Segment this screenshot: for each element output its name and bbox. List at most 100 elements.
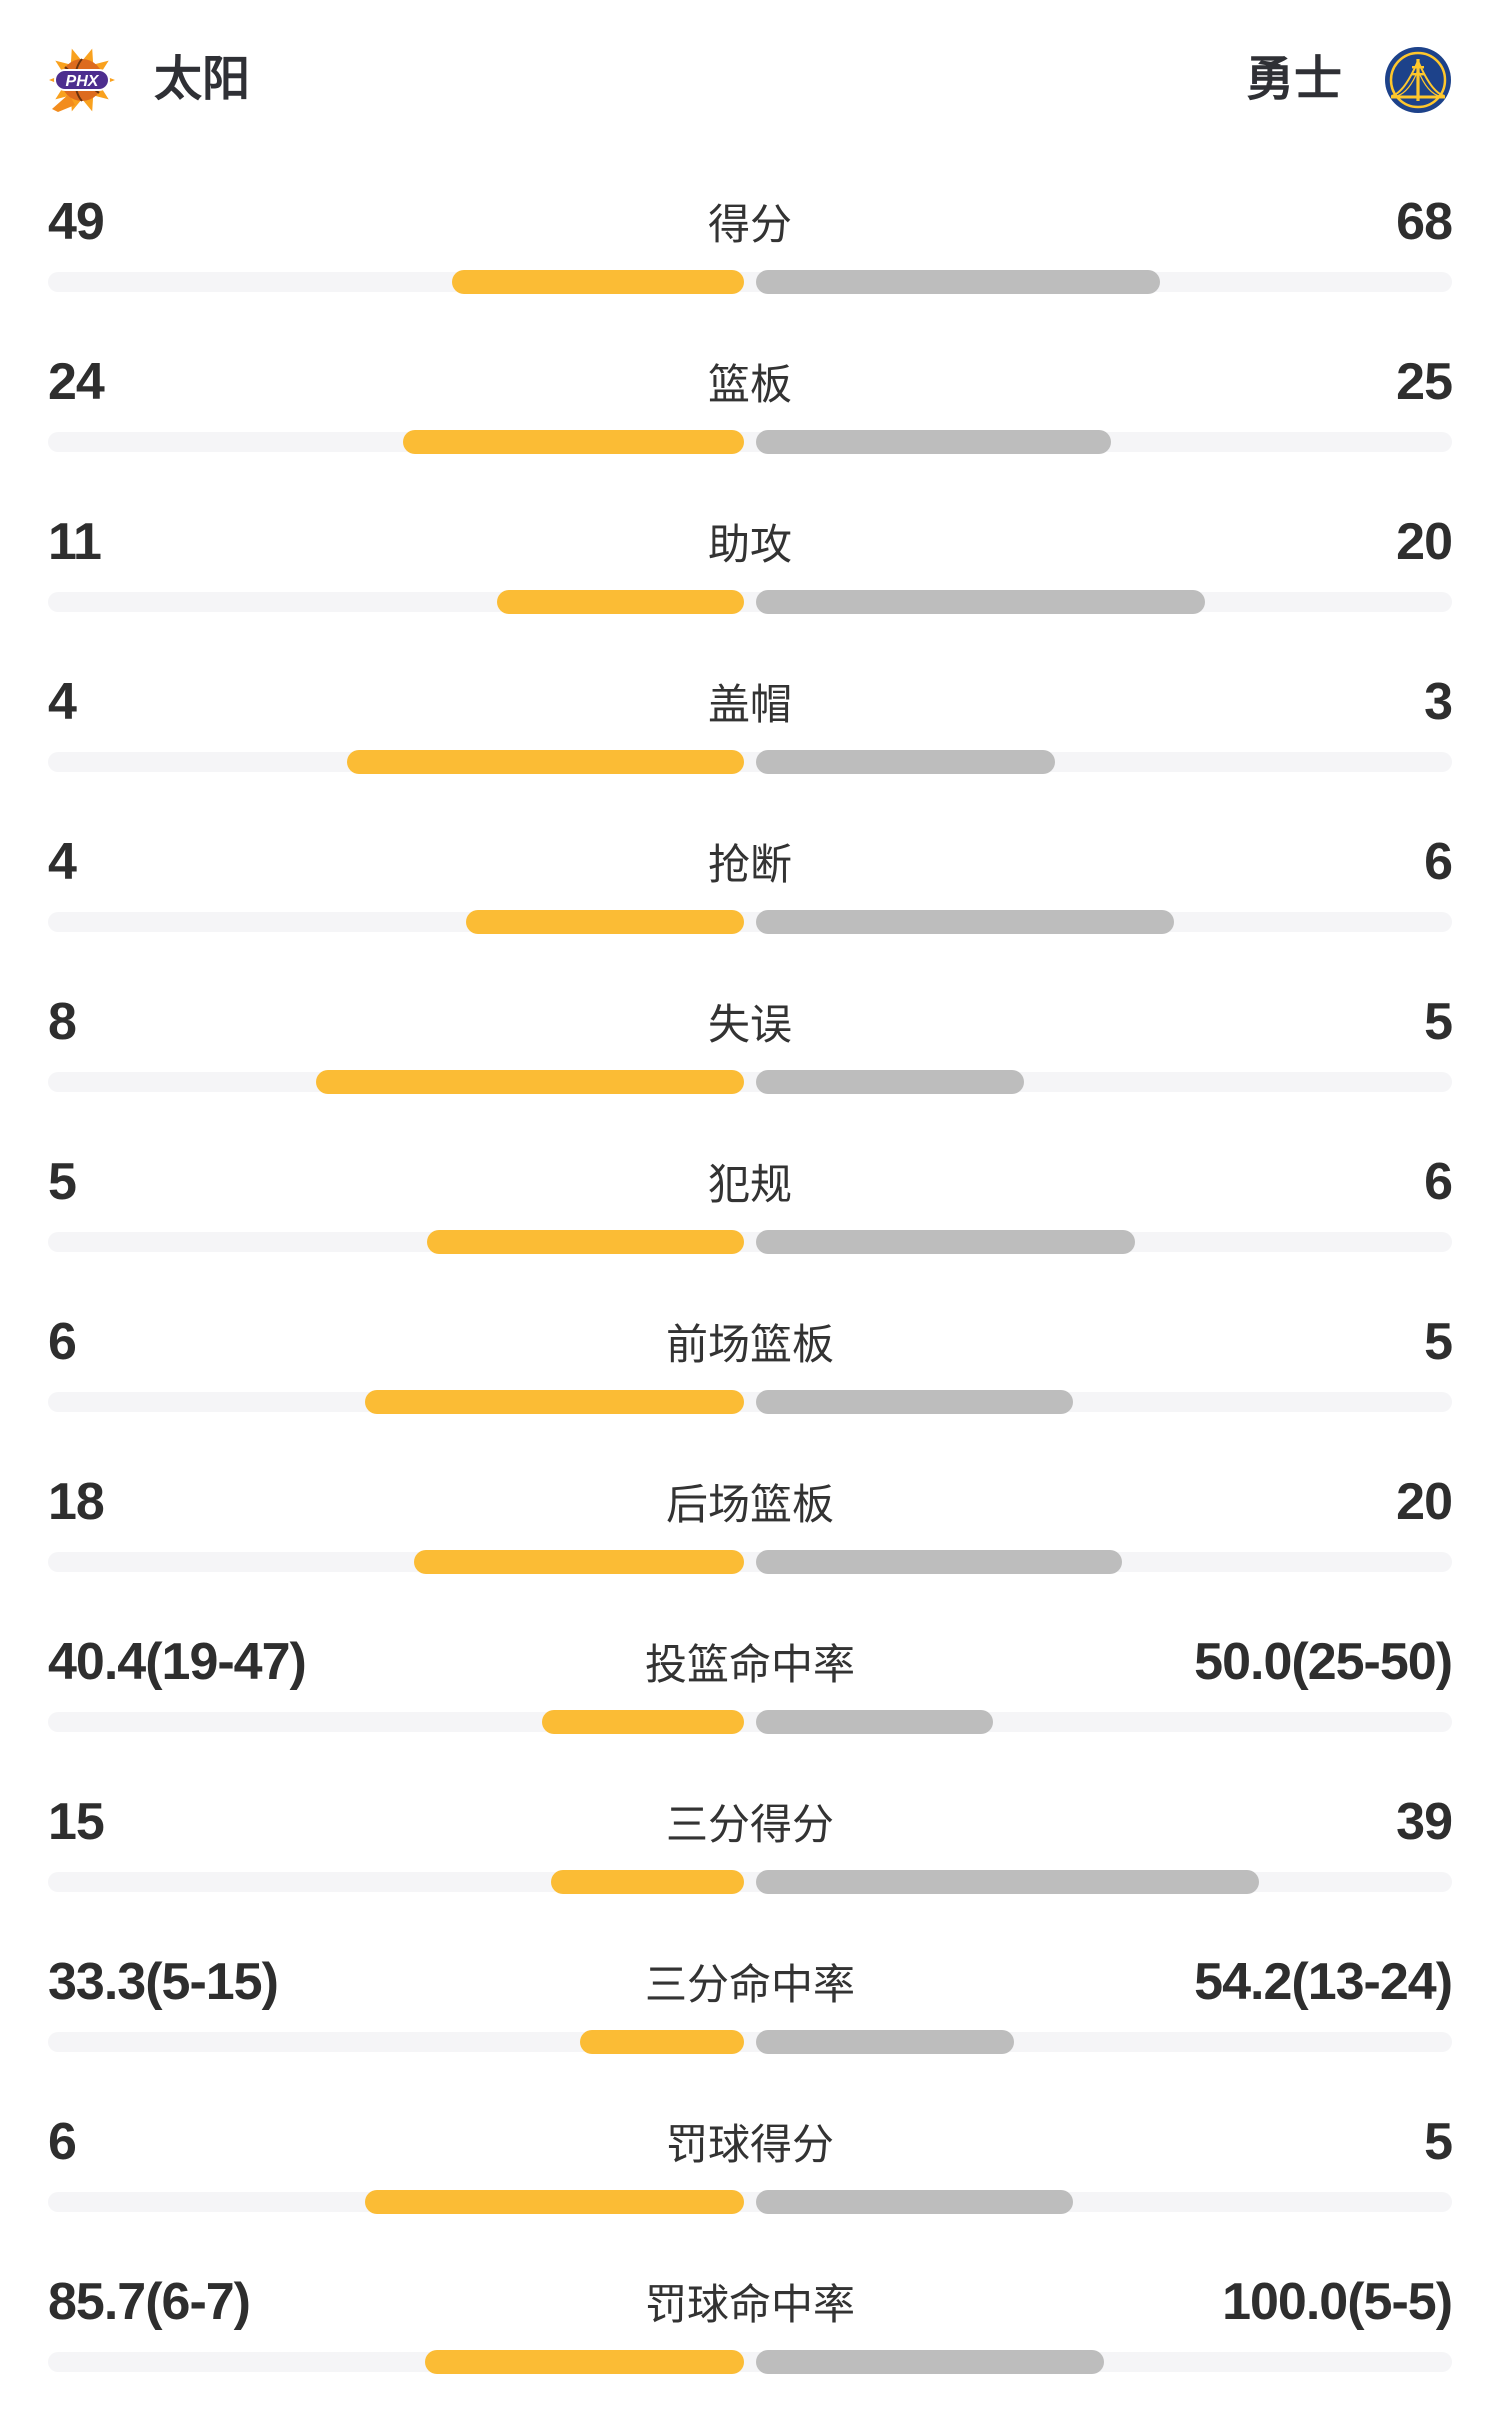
stat-bar-track	[48, 1550, 1452, 1574]
team-name-away: 勇士	[1245, 53, 1342, 106]
stat-value-away: 39	[1396, 1793, 1453, 1851]
stat-bar-home	[542, 1710, 744, 1734]
stat-bar-track	[48, 1870, 1452, 1894]
stat-row: 6 前场篮板 5	[48, 1310, 1453, 1470]
stat-bar-away	[756, 1710, 993, 1734]
stat-bar-track	[48, 750, 1452, 774]
stat-value-away: 100.0(5-5)	[1222, 2273, 1453, 2331]
stat-row: 4 抢断 6	[48, 830, 1453, 990]
stat-label: 篮板	[708, 361, 793, 408]
stat-row-text: 15 三分得分 39	[48, 1790, 1453, 1854]
stat-bar-home	[580, 2030, 744, 2054]
stat-label: 得分	[708, 201, 793, 248]
stat-bar-track	[48, 590, 1452, 614]
stat-bar-track	[48, 1230, 1452, 1254]
stat-bar-away	[756, 2350, 1104, 2374]
stat-value-home: 15	[48, 1793, 105, 1851]
stat-bar-home	[452, 270, 744, 294]
stat-row: 15 三分得分 39	[48, 1790, 1453, 1950]
stats-list: 49 得分 68 24 篮板 25 11 助攻 20	[48, 190, 1453, 2430]
stat-value-home: 11	[48, 513, 102, 571]
team-home: PHX 太阳	[48, 46, 250, 114]
stat-row-text: 40.4(19-47) 投篮命中率 50.0(25-50)	[48, 1630, 1453, 1694]
stat-row-text: 6 罚球得分 5	[48, 2110, 1453, 2174]
stat-value-away: 50.0(25-50)	[1194, 1633, 1453, 1691]
stat-bar-track	[48, 1390, 1452, 1414]
stat-row-text: 8 失误 5	[48, 990, 1453, 1054]
stat-value-away: 5	[1424, 2113, 1453, 2171]
stat-bar-home	[551, 1870, 744, 1894]
stat-label: 后场篮板	[666, 1481, 835, 1528]
stat-row: 24 篮板 25	[48, 350, 1453, 510]
stat-label: 前场篮板	[666, 1321, 835, 1368]
stat-bar-away	[756, 2030, 1014, 2054]
stat-row-text: 4 抢断 6	[48, 830, 1453, 894]
stat-bar-home	[403, 430, 744, 454]
stat-value-away: 5	[1424, 1313, 1453, 1371]
stat-bar-track	[48, 2350, 1452, 2374]
stat-row-text: 33.3(5-15) 三分命中率 54.2(13-24)	[48, 1950, 1453, 2014]
stat-bar-away	[756, 750, 1055, 774]
warriors-logo-icon	[1385, 47, 1451, 113]
team-away: 勇士	[1246, 46, 1452, 114]
stat-value-home: 18	[48, 1473, 105, 1531]
stat-bar-home	[365, 1390, 744, 1414]
stat-value-home: 6	[48, 2113, 77, 2171]
stat-row-text: 18 后场篮板 20	[48, 1470, 1453, 1534]
stat-row-text: 24 篮板 25	[48, 350, 1453, 414]
team-name-home: 太阳	[154, 53, 251, 106]
stat-bar-away	[756, 1230, 1135, 1254]
stat-bar-track	[48, 430, 1452, 454]
stat-label: 犯规	[708, 1161, 793, 1208]
stat-row: 6 罚球得分 5	[48, 2110, 1453, 2270]
stat-value-away: 54.2(13-24)	[1194, 1953, 1453, 2011]
stat-label: 三分命中率	[645, 1961, 856, 2008]
stat-value-home: 24	[48, 353, 105, 411]
stat-bar-track	[48, 910, 1452, 934]
stat-value-away: 20	[1396, 1473, 1453, 1531]
stat-value-home: 5	[48, 1153, 77, 1211]
stat-row: 4 盖帽 3	[48, 670, 1453, 830]
stat-bar-away	[756, 1070, 1024, 1094]
stat-bar-home	[316, 1070, 744, 1094]
stat-bar-home	[427, 1230, 744, 1254]
stat-row: 5 犯规 6	[48, 1150, 1453, 1310]
stat-row: 40.4(19-47) 投篮命中率 50.0(25-50)	[48, 1630, 1453, 1790]
stat-value-home: 85.7(6-7)	[48, 2273, 251, 2331]
stat-value-home: 33.3(5-15)	[48, 1953, 279, 2011]
stat-row: 33.3(5-15) 三分命中率 54.2(13-24)	[48, 1950, 1453, 2110]
stat-label: 罚球得分	[666, 2121, 835, 2168]
stat-bar-away	[756, 430, 1111, 454]
stat-label: 投篮命中率	[645, 1641, 856, 1688]
stat-bar-away	[756, 910, 1174, 934]
match-header: PHX 太阳 勇士	[48, 0, 1452, 115]
stat-row: 11 助攻 20	[48, 510, 1453, 670]
stat-value-away: 68	[1396, 193, 1453, 251]
stat-value-home: 49	[48, 193, 105, 251]
stat-bar-home	[466, 910, 744, 934]
stat-bar-away	[756, 590, 1205, 614]
stat-bar-track	[48, 2030, 1452, 2054]
stat-label: 罚球命中率	[645, 2281, 856, 2328]
stat-value-home: 4	[48, 673, 77, 731]
stat-label: 助攻	[708, 521, 793, 568]
stat-bar-home	[347, 750, 744, 774]
stat-row: 18 后场篮板 20	[48, 1470, 1453, 1630]
stat-value-away: 25	[1396, 353, 1453, 411]
stat-bar-away	[756, 1390, 1073, 1414]
stat-value-home: 40.4(19-47)	[48, 1633, 307, 1691]
stat-bar-away	[756, 1870, 1259, 1894]
stat-bar-track	[48, 2190, 1452, 2214]
stat-label: 抢断	[708, 841, 793, 888]
stat-label: 失误	[708, 1001, 793, 1048]
stat-row-text: 11 助攻 20	[48, 510, 1453, 574]
stat-bar-away	[756, 270, 1160, 294]
stat-value-away: 6	[1424, 1153, 1453, 1211]
stat-bar-home	[425, 2350, 744, 2374]
stat-value-away: 20	[1396, 513, 1453, 571]
suns-abbr-text: PHX	[66, 73, 100, 90]
stat-value-away: 6	[1424, 833, 1453, 891]
stat-value-home: 4	[48, 833, 77, 891]
stat-row-text: 4 盖帽 3	[48, 670, 1453, 734]
